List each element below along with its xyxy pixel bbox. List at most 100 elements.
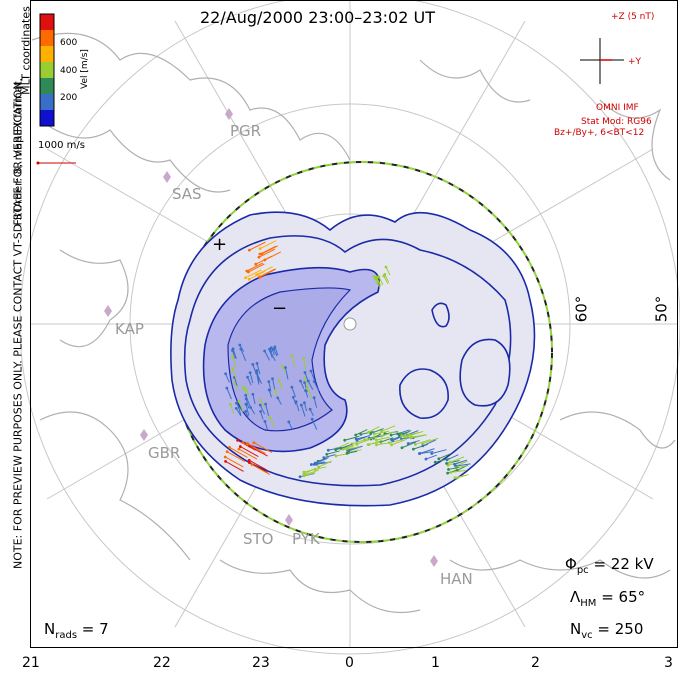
velocity-vector-origin bbox=[298, 475, 302, 479]
velocity-vector-origin bbox=[247, 277, 251, 281]
velocity-vector-origin bbox=[247, 248, 251, 252]
station-sto: STO bbox=[243, 530, 274, 548]
velocity-vector-origin bbox=[291, 395, 295, 399]
velocity-vector bbox=[364, 436, 379, 441]
negative-cell-marker: − bbox=[272, 298, 288, 319]
station-gbr: GBR bbox=[148, 444, 181, 462]
velocity-vector-origin bbox=[345, 451, 349, 455]
velocity-vector-origin bbox=[341, 447, 345, 451]
velocity-vector-origin bbox=[389, 433, 393, 437]
lambda-symbol: Λ bbox=[570, 588, 581, 606]
velocity-vector bbox=[381, 425, 396, 432]
velocity-vector-origin bbox=[309, 463, 313, 466]
nvc-sub: vc bbox=[581, 630, 593, 641]
velocity-vector bbox=[454, 459, 468, 465]
velocity-vector-origin bbox=[411, 447, 415, 451]
velocity-vector bbox=[248, 263, 265, 273]
velocity-vector-origin bbox=[359, 432, 363, 436]
velocity-vector bbox=[284, 367, 289, 380]
velocity-vector-origin bbox=[223, 455, 227, 459]
velocity-vector-origin bbox=[259, 398, 262, 402]
colorbar-frame bbox=[39, 13, 55, 127]
velocity-vector-origin bbox=[231, 354, 235, 358]
velocity-vector-origin bbox=[263, 349, 267, 353]
velocity-vector-origin bbox=[248, 371, 252, 375]
velocity-vector bbox=[411, 434, 427, 438]
velocity-vector-origin bbox=[271, 377, 274, 381]
velocity-vector bbox=[450, 469, 467, 473]
velocity-vector bbox=[278, 380, 283, 390]
station-kap: KAP bbox=[115, 320, 144, 338]
velocity-vector bbox=[448, 466, 460, 470]
station-pyk: PYK bbox=[292, 530, 320, 548]
velocity-vector-origin bbox=[238, 343, 242, 347]
velocity-vector-origin bbox=[397, 433, 401, 436]
velocity-vector bbox=[398, 431, 410, 436]
velocity-vector-origin bbox=[303, 401, 306, 405]
mlt-tick-23: 23 bbox=[252, 655, 270, 671]
velocity-vector-origin bbox=[390, 443, 393, 447]
velocity-vector bbox=[401, 432, 418, 437]
velocity-vector bbox=[259, 245, 277, 255]
velocity-vector bbox=[318, 460, 332, 468]
velocity-vector bbox=[328, 447, 340, 451]
velocity-vector-origin bbox=[363, 438, 366, 441]
velocity-vector-origin bbox=[248, 461, 251, 465]
velocity-vector-origin bbox=[374, 438, 378, 442]
velocity-vector-origin bbox=[235, 401, 239, 405]
velocity-vector bbox=[431, 449, 447, 455]
velocity-vector bbox=[303, 467, 316, 475]
velocity-vector-origin bbox=[437, 457, 441, 461]
velocity-vector-origin bbox=[236, 438, 239, 442]
velocity-vector-origin bbox=[299, 403, 303, 407]
velocity-vector-origin bbox=[308, 407, 312, 411]
velocity-vector-origin bbox=[453, 462, 456, 466]
velocity-vector bbox=[323, 454, 336, 459]
velocity-vector-origin bbox=[410, 435, 413, 439]
velocity-vector-origin bbox=[229, 402, 232, 406]
velocity-vector-origin bbox=[382, 274, 386, 278]
velocity-vector-origin bbox=[299, 379, 302, 383]
velocity-vector-origin bbox=[255, 273, 259, 277]
velocity-vector bbox=[381, 430, 397, 437]
velocity-vector bbox=[304, 469, 320, 476]
velocity-vector-origin bbox=[325, 452, 329, 456]
velocity-vector-origin bbox=[252, 441, 256, 445]
velocity-vector-origin bbox=[254, 262, 258, 266]
velocity-vector-origin bbox=[258, 252, 262, 256]
velocity-vector bbox=[304, 472, 316, 477]
velocity-vector bbox=[425, 454, 437, 460]
station-pgr: PGR bbox=[230, 122, 262, 140]
velocity-vector-origin bbox=[372, 275, 376, 278]
fit-order-note: FitOrder: 8, mapEX format bbox=[11, 81, 25, 226]
velocity-vector bbox=[306, 388, 313, 399]
velocity-vector bbox=[374, 430, 390, 435]
velocity-vector bbox=[238, 448, 258, 460]
colorbar-swatch bbox=[40, 14, 54, 30]
velocity-vector-origin bbox=[406, 434, 410, 438]
velocity-vector-origin bbox=[234, 407, 238, 410]
positive-cell-marker: + bbox=[212, 234, 228, 255]
velocity-vector-origin bbox=[225, 450, 229, 454]
station-markers bbox=[104, 108, 438, 567]
velocity-vector bbox=[376, 278, 382, 287]
velocity-vector-origin bbox=[244, 410, 248, 413]
velocity-vector bbox=[291, 355, 296, 367]
mlt-tick-22: 22 bbox=[153, 655, 171, 671]
velocity-vector bbox=[307, 380, 314, 390]
velocity-vector bbox=[368, 426, 380, 433]
nrads-value: = 7 bbox=[77, 620, 109, 638]
imf-by-label: +Y bbox=[628, 57, 642, 67]
velocity-vector-origin bbox=[312, 380, 316, 383]
velocity-vector-origin bbox=[267, 380, 271, 384]
velocity-vector bbox=[237, 439, 256, 451]
velocity-vector bbox=[360, 430, 375, 435]
velocity-vector-origin bbox=[251, 392, 255, 396]
velocity-vector-origin bbox=[225, 386, 229, 390]
mlt-tick-3: 3 bbox=[664, 655, 673, 671]
nrads-symbol: N bbox=[44, 620, 56, 638]
mlt-tick-1: 1 bbox=[431, 655, 440, 671]
velocity-vector-origin bbox=[304, 389, 307, 392]
velocity-vector bbox=[385, 266, 391, 276]
velocity-vector bbox=[245, 404, 250, 416]
